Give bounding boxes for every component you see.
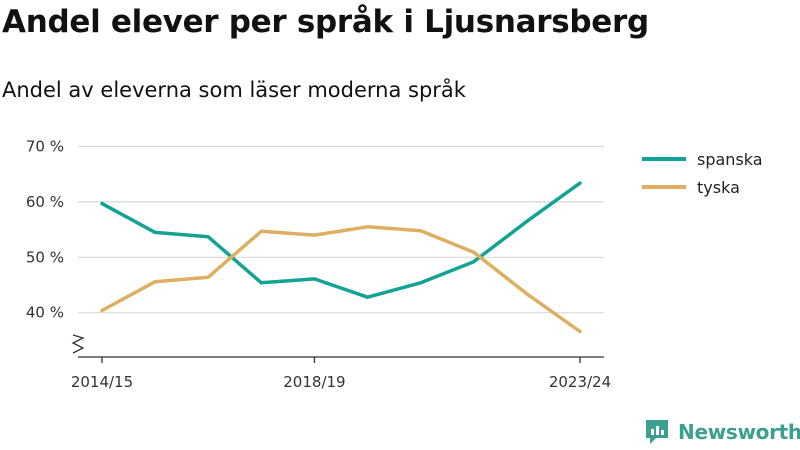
newsworthy-logo-icon — [646, 420, 668, 444]
x-tick-label: 2023/24 — [549, 373, 611, 391]
y-tick-label: 60 % — [26, 193, 64, 211]
y-tick-label: 50 % — [26, 248, 64, 266]
series-lines — [100, 181, 582, 334]
y-axis-labels: 40 % 50 % 60 % 70 % — [26, 138, 64, 322]
series-line-spanska — [100, 181, 582, 299]
x-tick-label: 2014/15 — [71, 373, 133, 391]
x-axis-labels: 2014/15 2018/19 2023/24 — [71, 373, 611, 391]
y-tick-label: 70 % — [26, 138, 64, 156]
x-axis — [71, 334, 604, 363]
brand-logo: Newsworthy — [644, 418, 800, 446]
grid-lines — [78, 145, 604, 314]
legend-label-tyska: tyska — [697, 178, 740, 197]
axis-break-icon — [71, 334, 85, 354]
series-line-tyska — [100, 225, 582, 334]
y-tick-label: 40 % — [26, 304, 64, 322]
chart-title: Andel elever per språk i Ljusnarsberg — [2, 4, 649, 40]
chart-subtitle: Andel av eleverna som läser moderna språ… — [2, 78, 466, 102]
x-tick-label: 2018/19 — [283, 373, 345, 391]
legend-label-spanska: spanska — [697, 150, 763, 169]
legend: spanska tyska — [642, 150, 763, 197]
brand-name: Newsworthy — [678, 420, 800, 444]
